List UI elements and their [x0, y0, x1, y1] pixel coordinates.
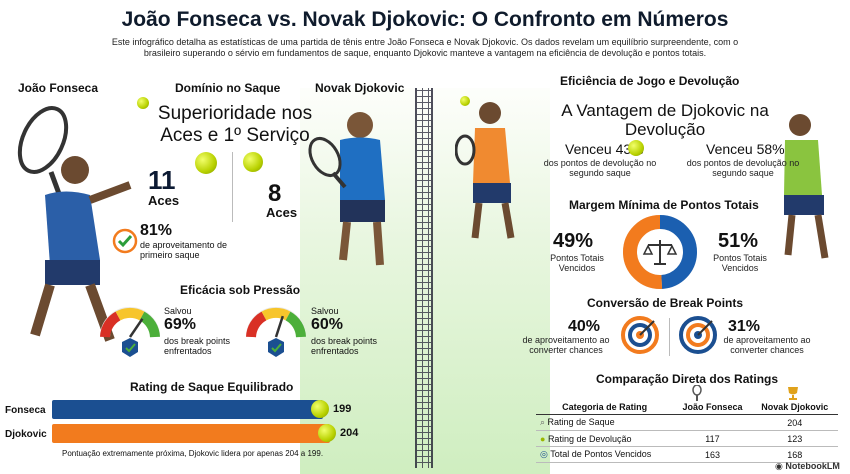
- total-points-donut: [623, 215, 697, 289]
- table-cell: [673, 414, 752, 431]
- fonseca-pressure-prefix: Salvou: [164, 306, 192, 316]
- table-cell: 204: [751, 414, 838, 431]
- fonseca-total-label: Pontos Totais Vencidos: [550, 253, 604, 273]
- table-cell: ◎ Total de Pontos Vencidos: [536, 446, 674, 463]
- fonseca-break-label: de aproveitamento ao converter chances: [522, 335, 610, 355]
- djokovic-return-illustration: [784, 114, 829, 259]
- serve-rating-title: Rating de Saque Equilibrado: [130, 380, 294, 394]
- serve-headline: Superioridade nos Aces e 1º Serviço: [157, 103, 313, 146]
- djokovic-return-label: dos pontos de devolução no segundo saque: [686, 158, 800, 178]
- trophy-icon: [788, 387, 798, 400]
- djokovic-pressure-prefix: Salvou: [311, 306, 339, 316]
- brand-text: NotebookLM: [785, 461, 840, 471]
- column-header: Novak Djokovic: [751, 400, 838, 415]
- scales-icon: [642, 240, 678, 265]
- donut-slice-djokovic: [623, 215, 697, 289]
- break-points-title: Conversão de Break Points: [587, 296, 744, 310]
- rating-bar-value-fonseca: 199: [333, 403, 352, 415]
- djokovic-total-pct: 51%: [718, 230, 759, 252]
- fonseca-pressure-label: dos break points enfrentados: [164, 336, 231, 356]
- djokovic-illustration: [308, 112, 385, 266]
- tennis-ball-icon: [195, 152, 217, 174]
- racket-icon: ⌕: [540, 417, 548, 427]
- player-name-fonseca: João Fonseca: [18, 81, 99, 95]
- djokovic-return-value: Venceu 58%: [706, 141, 785, 157]
- page-title: João Fonseca vs. Novak Djokovic: O Confr…: [121, 8, 729, 31]
- tennis-ball-icon: [137, 97, 149, 109]
- pressure-section-title: Eficácia sob Pressão: [180, 283, 301, 297]
- fonseca-return-label: dos pontos de devolução no segundo saque: [543, 158, 657, 178]
- fonseca-pressure-value: 69%: [164, 316, 197, 333]
- fonseca-return-value: Venceu 43%: [565, 141, 644, 157]
- first-serve-pct: 81%: [140, 222, 173, 239]
- fonseca-break-pct: 40%: [568, 318, 601, 335]
- return-section-title: Eficiência de Jogo e Devolução: [560, 74, 740, 88]
- rating-bar-value-djokovic: 204: [340, 427, 359, 439]
- tennis-ball-icon: [311, 400, 329, 418]
- brand-logo: ◉ NotebookLM: [775, 461, 840, 471]
- return-headline: A Vantagem de Djokovic na Devolução: [561, 101, 769, 139]
- table-header-row: Categoria de Rating João Fonseca Novak D…: [536, 400, 838, 415]
- serve-rating-note: Pontuação extremamente próxima, Djokovic…: [62, 449, 324, 458]
- checkmark-icon: [112, 228, 138, 254]
- first-serve-label: de aproveitamento de primeiro saque: [140, 240, 228, 260]
- table-row: ◎ Total de Pontos Vencidos 163 168: [536, 446, 838, 463]
- table-row: ● Rating de Devolução 117 123: [536, 430, 838, 447]
- djokovic-pressure-label: dos break points enfrentados: [311, 336, 378, 356]
- serve-divider: [232, 152, 233, 222]
- gauge-icon: [246, 307, 306, 357]
- tennis-ball-icon: [243, 152, 263, 172]
- target-icon: [679, 316, 717, 354]
- player-name-djokovic: Novak Djokovic: [315, 81, 405, 95]
- rating-bar-fonseca: [52, 400, 323, 419]
- table-cell-category: Total de Pontos Vencidos: [550, 449, 652, 459]
- serve-section-title: Domínio no Saque: [175, 81, 281, 95]
- table-cell-category: Rating de Devolução: [547, 433, 632, 444]
- fonseca-aces-value: 11: [148, 165, 176, 195]
- djokovic-break-label: de aproveitamento ao converter chances: [723, 335, 811, 355]
- tennis-ball-icon: ●: [540, 433, 548, 444]
- tennis-net-illustration: [415, 88, 433, 468]
- djokovic-aces-value: 8: [268, 180, 282, 207]
- rating-bar-djokovic: [52, 424, 330, 443]
- column-header: Categoria de Rating: [536, 400, 674, 415]
- djokovic-aces-label: Aces: [266, 205, 298, 220]
- comparison-title: Comparação Direta dos Ratings: [596, 372, 779, 386]
- table-cell: 163: [673, 446, 752, 463]
- comparison-table: Categoria de Rating João Fonseca Novak D…: [536, 400, 838, 463]
- table-cell: ⌕ Rating de Saque: [536, 414, 674, 431]
- tennis-ball-icon: [460, 96, 470, 106]
- fonseca-aces-label: Aces: [148, 193, 180, 208]
- racket-icon: [692, 385, 702, 401]
- table-cell-category: Rating de Saque: [547, 417, 615, 427]
- target-icon: ◎: [540, 449, 551, 459]
- rating-bar-label-djokovic: Djokovic: [5, 429, 47, 440]
- table-row: ⌕ Rating de Saque 204: [536, 414, 838, 431]
- gauge-icon: [100, 307, 160, 357]
- fonseca-return-illustration: [455, 102, 515, 239]
- table-cell: ● Rating de Devolução: [536, 430, 674, 447]
- fonseca-total-pct: 49%: [553, 230, 594, 252]
- tennis-ball-icon: [628, 140, 644, 156]
- total-points-title: Margem Mínima de Pontos Totais: [569, 198, 759, 212]
- page-subtitle: Este infográfico detalha as estatísticas…: [111, 37, 739, 58]
- break-divider: [669, 318, 670, 356]
- target-icon: [621, 316, 659, 354]
- table-cell: 117: [673, 430, 752, 447]
- djokovic-break-pct: 31%: [728, 318, 761, 335]
- rating-bar-label-fonseca: Fonseca: [5, 405, 46, 416]
- tennis-ball-icon: [318, 424, 336, 442]
- djokovic-pressure-value: 60%: [311, 316, 344, 333]
- djokovic-total-label: Pontos Totais Vencidos: [713, 253, 767, 273]
- column-header: João Fonseca: [673, 400, 752, 415]
- table-cell: 123: [751, 430, 838, 447]
- table-cell: 168: [751, 446, 838, 463]
